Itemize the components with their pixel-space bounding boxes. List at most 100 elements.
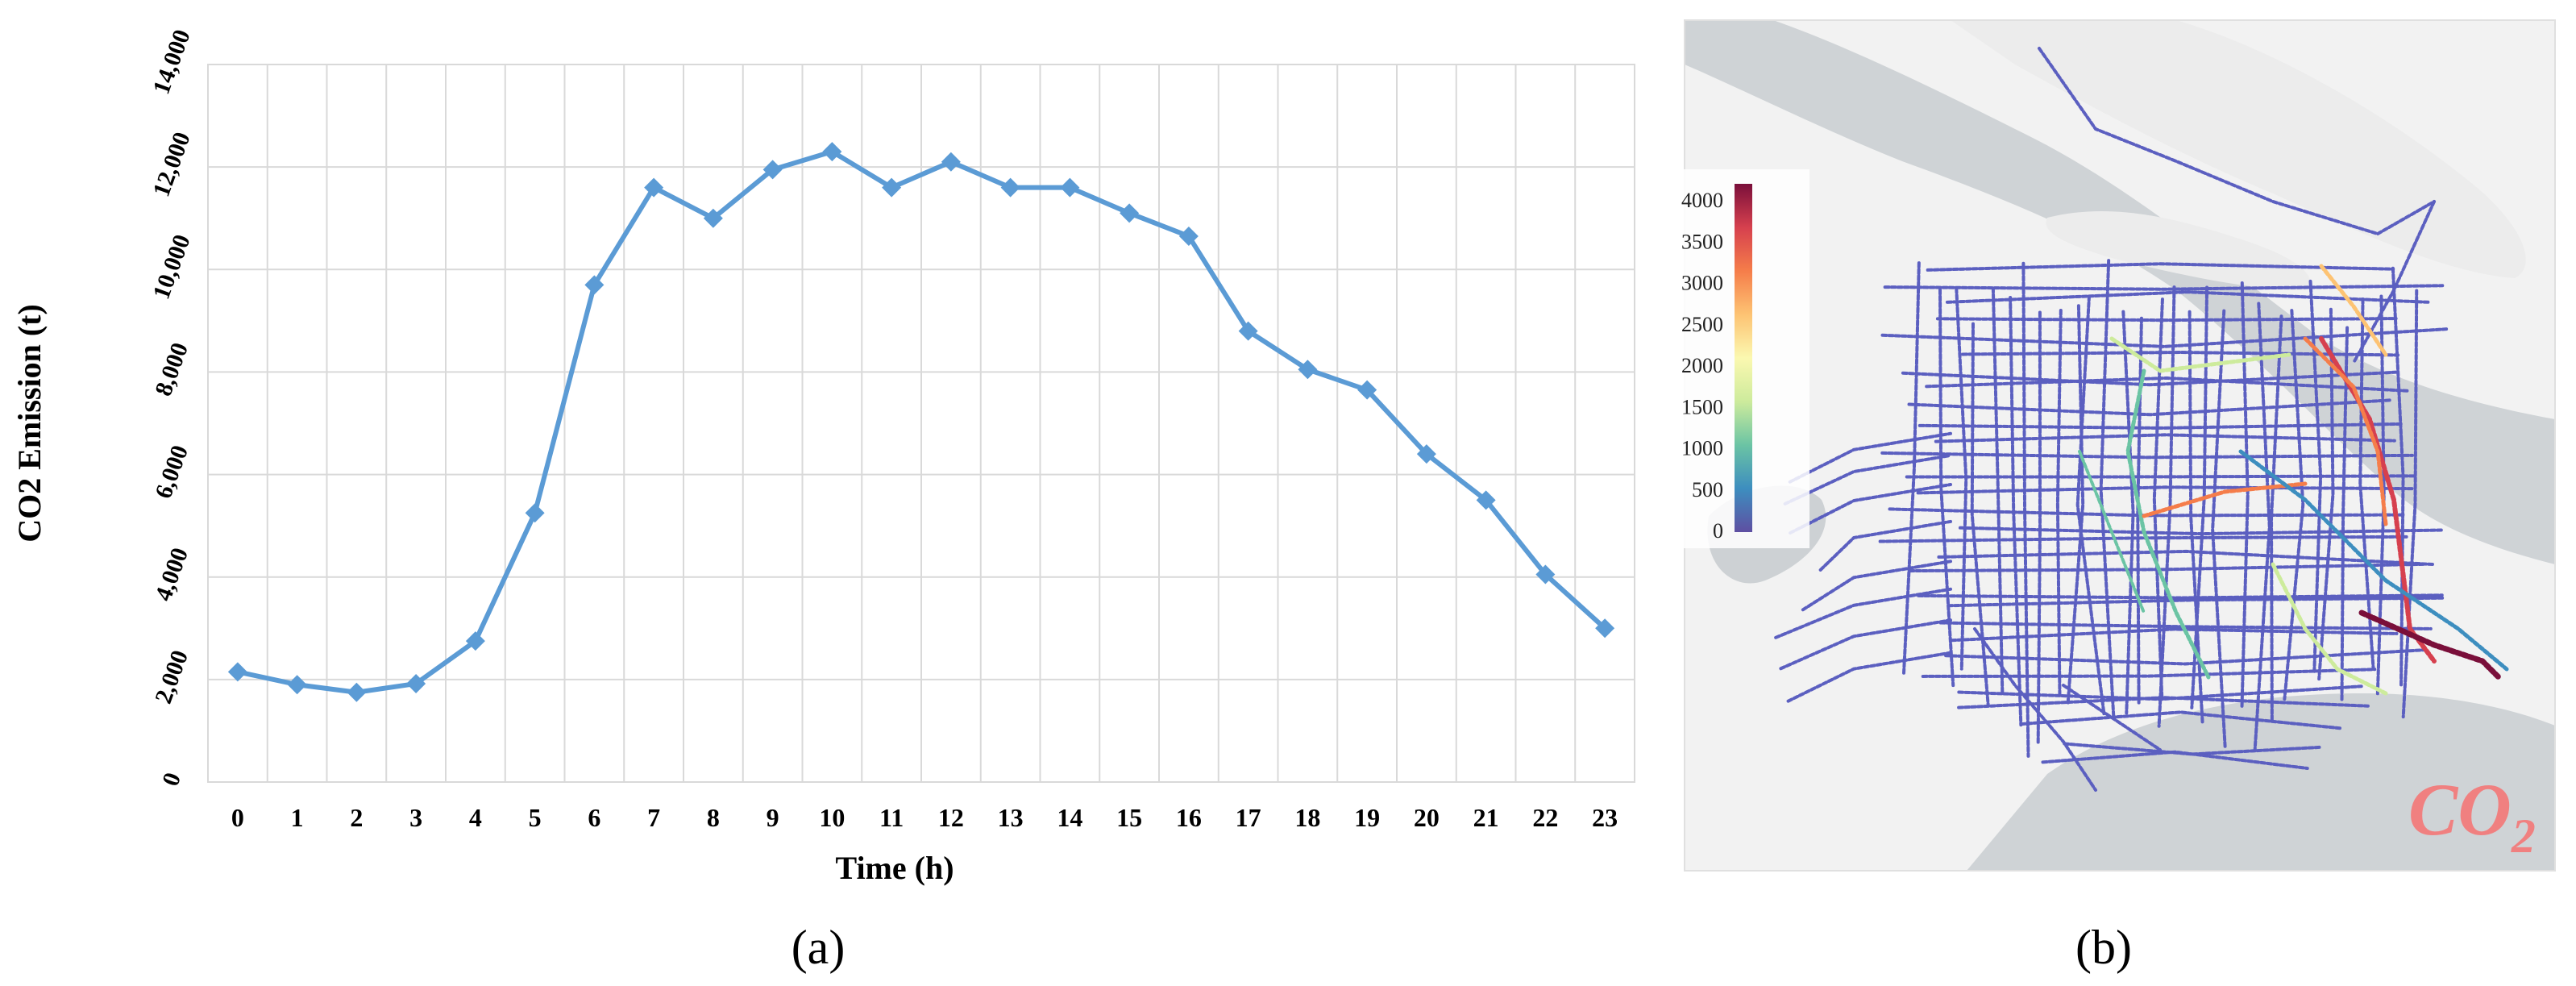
data-point (644, 177, 664, 198)
data-point (703, 208, 723, 228)
data-point (525, 503, 545, 523)
y-tick-label: 14,000 (147, 26, 195, 98)
island-changxing (2046, 210, 2311, 290)
road-segment (1779, 618, 1952, 671)
road-segment (1902, 261, 1921, 675)
road-segment (1973, 627, 2097, 792)
x-tick-label: 13 (998, 803, 1024, 832)
x-tick-label: 11 (879, 803, 904, 832)
y-tick-label: 8,000 (150, 339, 193, 400)
data-point (227, 662, 247, 682)
road-segment (2038, 47, 2436, 236)
road-segment (2319, 264, 2388, 357)
road-segment (2401, 289, 2419, 719)
colorbar-tick-label: 2500 (1681, 313, 1723, 336)
road-segment (2340, 326, 2350, 702)
data-point (465, 631, 485, 651)
road-segment (1961, 351, 2400, 357)
y-tick-label: 12,000 (147, 128, 195, 200)
x-tick-label: 16 (1176, 803, 1202, 832)
road-segment (2019, 710, 2342, 730)
road-network (1774, 47, 2509, 792)
x-tick-label: 18 (1294, 803, 1320, 832)
road-segment (1917, 422, 2403, 430)
colorbar-tick-label: 0 (1713, 519, 1723, 543)
colorbar-tick-label: 4000 (1681, 189, 1723, 212)
data-point (1476, 490, 1496, 510)
y-tick-label: 6,000 (150, 442, 193, 502)
road-segment (1788, 431, 1952, 484)
road-segment (1991, 286, 2005, 695)
data-point (406, 673, 426, 693)
x-tick-label: 5 (529, 803, 542, 832)
x-axis-title: Time (h) (835, 850, 954, 886)
colorbar-tick-label: 3000 (1681, 272, 1723, 295)
road-segment (1926, 262, 2395, 272)
x-tick-label: 21 (1473, 803, 1499, 832)
panel-b-caption: (b) (2075, 921, 2132, 974)
road-segment (1925, 376, 2409, 393)
road-segment (1880, 327, 2449, 348)
pollutant-label: CO2 (2408, 768, 2536, 863)
road-segment (2055, 308, 2063, 699)
colorbar-labels: 4000 3500 3000 2500 2000 1500 1000 500 0 (1681, 189, 1723, 543)
island-chongming (1951, 20, 2526, 278)
road-segment (2009, 296, 2023, 727)
pollutant-subscript: 2 (2511, 809, 2536, 863)
road-segment (2125, 368, 2211, 680)
x-tick-label: 14 (1057, 803, 1082, 832)
colorbar-tick-label: 1000 (1681, 437, 1723, 460)
x-tick-label: 15 (1116, 803, 1142, 832)
road-segment (1774, 587, 1952, 639)
data-point (1416, 444, 1436, 464)
road-segment (2062, 684, 2162, 751)
x-tick-label: 8 (707, 803, 720, 832)
road-segment (2271, 562, 2388, 696)
data-point (1120, 203, 1140, 223)
road-segment (1935, 317, 2398, 322)
y-tick-label: 10,000 (147, 231, 195, 303)
x-tick-label: 9 (767, 803, 779, 832)
series-line (237, 149, 1607, 695)
data-point (822, 142, 842, 162)
emission-line-chart: 02,0004,0006,0008,00010,00012,00014,000 … (11, 26, 1635, 974)
x-tick-label: 4 (469, 803, 482, 832)
road-segment (1801, 560, 1952, 612)
x-tick-label: 19 (1354, 803, 1380, 832)
x-tick-label: 23 (1592, 803, 1618, 832)
road-segment (2152, 297, 2164, 701)
data-point (287, 675, 307, 695)
colorbar-tick-label: 1500 (1681, 395, 1723, 418)
x-tick-label: 3 (409, 803, 422, 832)
road-segment (2317, 307, 2335, 681)
y-tick-label: 0 (157, 769, 186, 789)
road-segment (2142, 481, 2308, 518)
road-segment (2066, 304, 2085, 705)
road-segment (2099, 259, 2116, 721)
data-point (1357, 380, 1377, 400)
colorbar-gradient (1735, 184, 1752, 532)
road-segment (1917, 593, 2444, 600)
x-tick-label: 1 (291, 803, 304, 832)
road-segment (2358, 609, 2502, 680)
x-tick-label: 17 (1236, 803, 1261, 832)
road-segment (2270, 314, 2283, 722)
data-point (941, 152, 961, 172)
road-segment (2238, 449, 2509, 672)
road-segment (1883, 284, 2445, 291)
road-segment (1955, 286, 1968, 671)
data-point (1178, 226, 1199, 246)
road-segment (1818, 519, 1952, 572)
panel-a-caption: (a) (791, 921, 846, 974)
data-point (882, 177, 902, 198)
x-tick-label: 0 (231, 803, 244, 832)
data-point (1238, 321, 1258, 341)
road-segment (1937, 549, 2435, 567)
x-tick-label: 12 (938, 803, 964, 832)
emission-map: 4000 3500 3000 2500 2000 1500 1000 500 0 CO2 (b) (1656, 19, 2556, 974)
y-axis-title: CO2 Emission (t) (11, 304, 48, 543)
road-segment (2358, 297, 2375, 671)
data-point (584, 275, 605, 295)
data-point (1535, 564, 1556, 585)
y-tick-label: 2,000 (150, 647, 193, 707)
